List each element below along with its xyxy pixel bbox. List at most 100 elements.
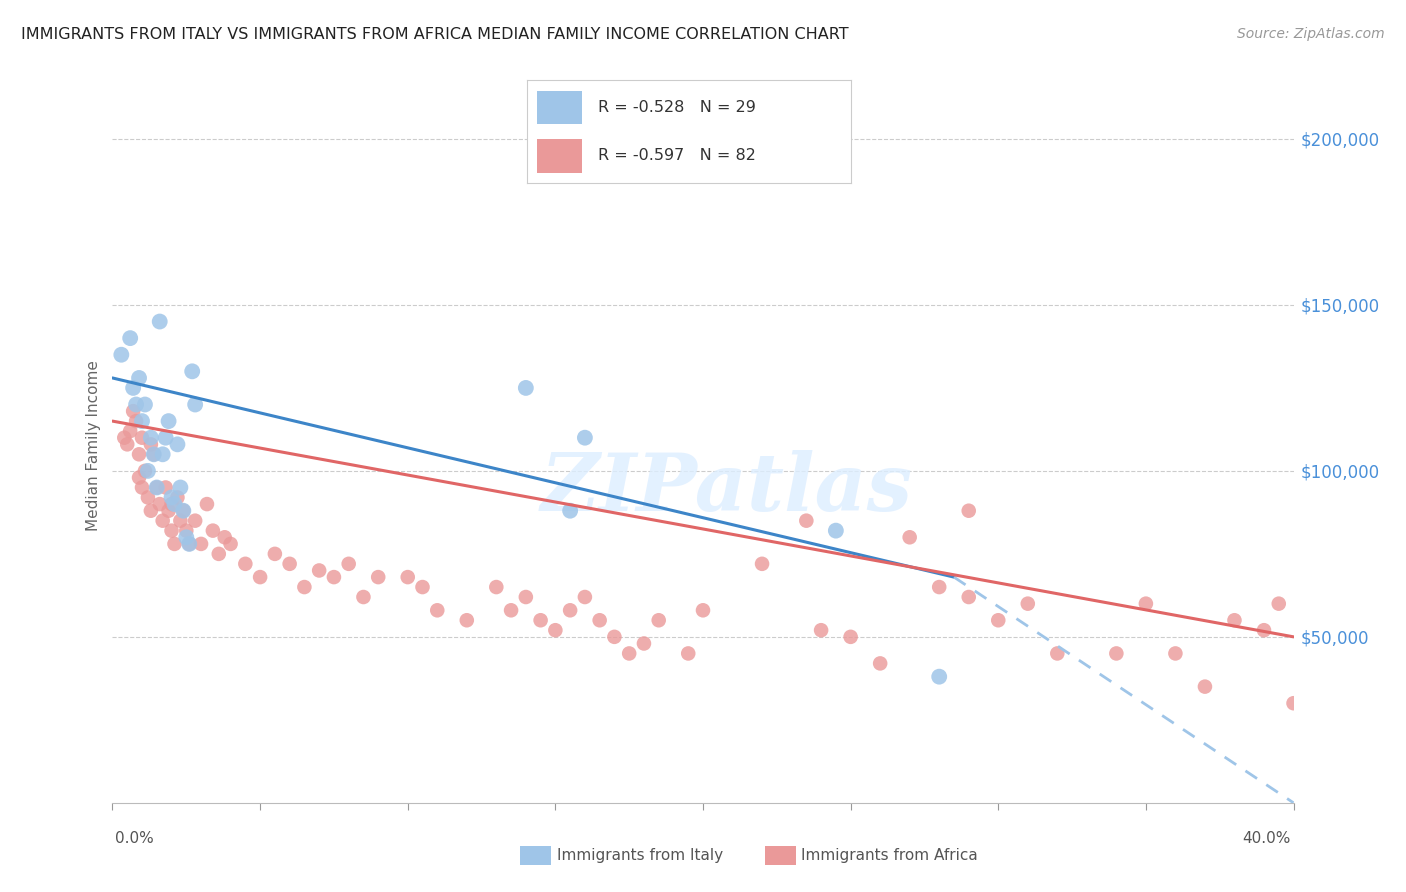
Point bbox=[647, 613, 671, 627]
Point bbox=[278, 557, 301, 571]
Point bbox=[529, 613, 551, 627]
Point bbox=[957, 590, 980, 604]
Point bbox=[136, 491, 159, 505]
Y-axis label: Median Family Income: Median Family Income bbox=[86, 360, 101, 532]
Point bbox=[292, 580, 315, 594]
Point bbox=[172, 504, 194, 518]
Point bbox=[456, 613, 478, 627]
Point bbox=[678, 647, 700, 661]
Point bbox=[184, 514, 207, 528]
Point bbox=[558, 504, 582, 518]
Point bbox=[574, 431, 596, 445]
Point bbox=[987, 613, 1010, 627]
Point bbox=[112, 431, 135, 445]
Point bbox=[824, 524, 846, 538]
Text: R = -0.597   N = 82: R = -0.597 N = 82 bbox=[599, 148, 756, 162]
Point bbox=[120, 424, 142, 438]
Point bbox=[160, 497, 183, 511]
Point bbox=[134, 464, 156, 478]
Point bbox=[128, 447, 150, 461]
Text: R = -0.528   N = 29: R = -0.528 N = 29 bbox=[599, 101, 756, 115]
Point bbox=[1253, 624, 1275, 638]
Point bbox=[149, 314, 172, 328]
Point bbox=[337, 557, 360, 571]
Point bbox=[208, 547, 231, 561]
Point bbox=[142, 447, 165, 461]
Point bbox=[928, 670, 950, 684]
Point bbox=[110, 348, 132, 362]
Point bbox=[796, 514, 818, 528]
Point bbox=[214, 530, 236, 544]
Point bbox=[396, 570, 419, 584]
Point bbox=[1017, 597, 1039, 611]
Point bbox=[1194, 680, 1216, 694]
Point bbox=[166, 437, 188, 451]
Text: Source: ZipAtlas.com: Source: ZipAtlas.com bbox=[1237, 27, 1385, 41]
Point bbox=[136, 464, 159, 478]
Bar bbox=[537, 139, 582, 173]
Point bbox=[195, 497, 218, 511]
Point bbox=[163, 537, 186, 551]
Point bbox=[128, 470, 150, 484]
Point bbox=[515, 381, 537, 395]
Point bbox=[633, 636, 655, 650]
Point bbox=[125, 397, 148, 411]
Point bbox=[174, 524, 197, 538]
Point bbox=[426, 603, 449, 617]
Point bbox=[1135, 597, 1157, 611]
Text: 40.0%: 40.0% bbox=[1243, 831, 1291, 846]
Point bbox=[146, 481, 169, 495]
Point bbox=[131, 481, 153, 495]
Point bbox=[139, 437, 162, 451]
Point bbox=[120, 331, 142, 345]
Point bbox=[155, 431, 177, 445]
Point bbox=[603, 630, 626, 644]
Point bbox=[142, 447, 165, 461]
Point bbox=[131, 414, 153, 428]
Point bbox=[1164, 647, 1187, 661]
Point bbox=[117, 437, 138, 451]
Point bbox=[166, 491, 188, 505]
Point bbox=[122, 381, 145, 395]
Bar bbox=[537, 91, 582, 124]
Point bbox=[179, 537, 201, 551]
Point bbox=[264, 547, 287, 561]
Point bbox=[169, 481, 191, 495]
Text: IMMIGRANTS FROM ITALY VS IMMIGRANTS FROM AFRICA MEDIAN FAMILY INCOME CORRELATION: IMMIGRANTS FROM ITALY VS IMMIGRANTS FROM… bbox=[21, 27, 849, 42]
Point bbox=[146, 481, 169, 495]
Point bbox=[131, 431, 153, 445]
Point bbox=[122, 404, 145, 418]
Point bbox=[1105, 647, 1128, 661]
Point bbox=[1268, 597, 1291, 611]
Point bbox=[1046, 647, 1069, 661]
Point bbox=[190, 537, 212, 551]
Point bbox=[134, 397, 156, 411]
Point bbox=[181, 364, 204, 378]
Point bbox=[233, 557, 256, 571]
Text: 0.0%: 0.0% bbox=[115, 831, 155, 846]
Point bbox=[869, 657, 891, 671]
Point bbox=[219, 537, 242, 551]
Point bbox=[155, 481, 177, 495]
Point bbox=[149, 497, 172, 511]
Point bbox=[411, 580, 433, 594]
Point bbox=[125, 414, 148, 428]
Point bbox=[157, 414, 180, 428]
Point bbox=[184, 397, 207, 411]
Point bbox=[1282, 696, 1305, 710]
Point bbox=[160, 524, 183, 538]
Point bbox=[201, 524, 224, 538]
Point bbox=[174, 530, 197, 544]
Point bbox=[515, 590, 537, 604]
Point bbox=[179, 537, 201, 551]
Point bbox=[558, 603, 582, 617]
Point bbox=[152, 447, 174, 461]
Point bbox=[898, 530, 921, 544]
Text: Immigrants from Italy: Immigrants from Italy bbox=[557, 848, 723, 863]
Point bbox=[139, 431, 162, 445]
Point bbox=[160, 491, 183, 505]
Point bbox=[588, 613, 610, 627]
Point bbox=[172, 504, 194, 518]
Point bbox=[810, 624, 832, 638]
Point bbox=[619, 647, 641, 661]
